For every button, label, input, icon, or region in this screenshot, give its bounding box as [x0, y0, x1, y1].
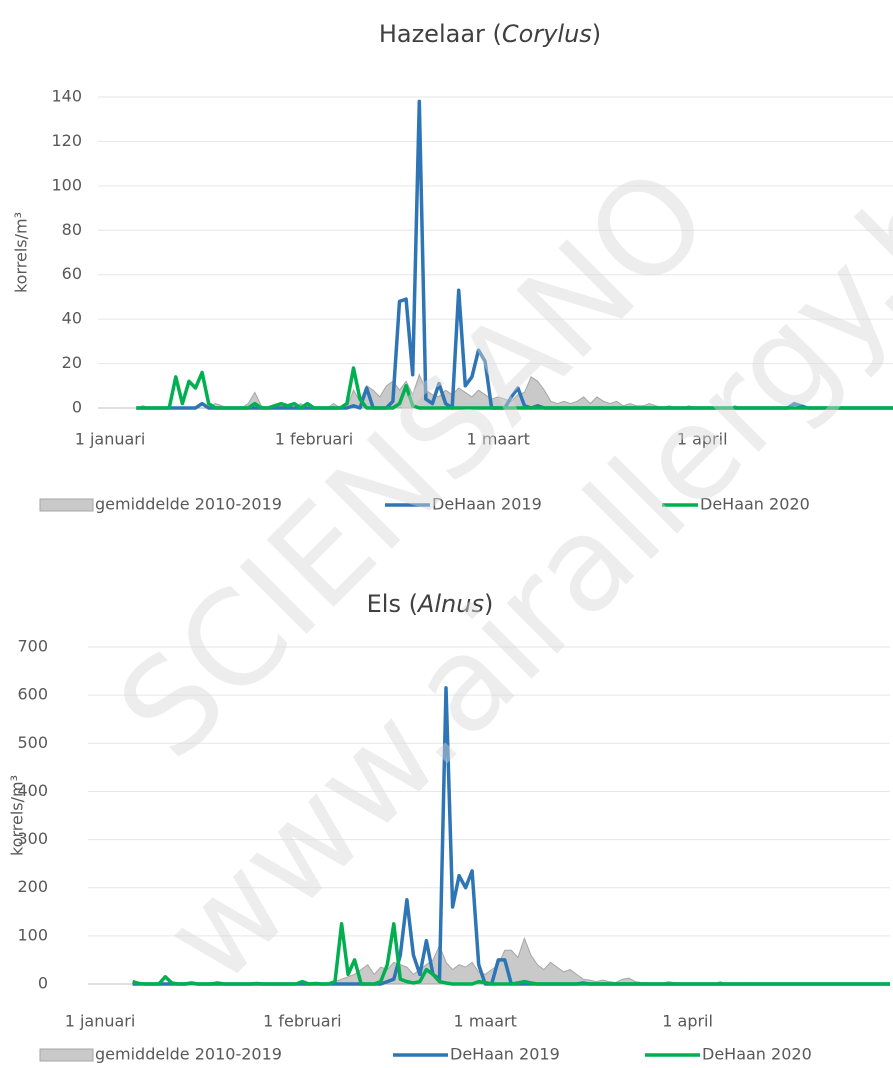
line: [132, 922, 890, 986]
title-part: Hazelaar (: [379, 20, 502, 48]
title-part: ): [592, 20, 601, 48]
legend-label: DeHaan 2020: [700, 495, 810, 514]
x-tick-label: 1 januari: [75, 430, 146, 449]
y-tick-label: 300: [17, 829, 48, 848]
legend-swatch: [39, 1048, 94, 1062]
x-tick-label: 1 maart: [467, 430, 530, 449]
chart: Hazelaar (Corylus) korrels/m³ 0 20 40 60 80 100…: [12, 20, 893, 514]
y-tick-label: 400: [17, 781, 48, 800]
legend-label: DeHaan 2020: [702, 1045, 812, 1064]
y-tick-label: 200: [17, 877, 48, 896]
y-tick-label: 0: [72, 398, 82, 417]
y-tick-label: 80: [62, 220, 82, 239]
title-part: Alnus: [416, 590, 484, 618]
x-tick-label: 1 februari: [263, 1012, 341, 1031]
line: [136, 366, 893, 410]
chart-title: Els (Alnus): [367, 590, 494, 618]
y-tick-label: 20: [62, 353, 82, 372]
y-tick-label: 700: [17, 637, 48, 656]
legend-label: gemiddelde 2010-2019: [95, 495, 282, 514]
y-tick-label: 100: [17, 925, 48, 944]
y-tick-label: 40: [62, 309, 82, 328]
y-tick-label: 60: [62, 264, 82, 283]
y-axis-label: korrels/m³: [8, 775, 27, 856]
watermark: SCIENSANO www.airallergy.be: [89, 95, 893, 1012]
y-tick-label: 600: [17, 685, 48, 704]
y-tick-label: 0: [38, 974, 48, 993]
legend-label: DeHaan 2019: [450, 1045, 560, 1064]
chart-title: Hazelaar (Corylus): [379, 20, 601, 48]
y-tick-label: 100: [51, 175, 82, 194]
x-tick-label: 1 april: [662, 1012, 713, 1031]
x-tick-label: 1 februari: [275, 430, 353, 449]
legend-swatch: [39, 498, 94, 512]
x-tick-label: 1 januari: [65, 1012, 136, 1031]
legend-label: DeHaan 2019: [432, 495, 542, 514]
title-part: Els (: [367, 590, 418, 618]
y-tick-label: 120: [51, 131, 82, 150]
x-tick-label: 1 april: [677, 430, 728, 449]
title-part: Corylus: [502, 20, 592, 48]
chart: Els (Alnus) korrels/m³ 0 100 200 300 400 500 600…: [8, 590, 890, 1064]
y-tick-label: 500: [17, 733, 48, 752]
title-part: ): [484, 590, 493, 618]
y-axis-label: korrels/m³: [12, 212, 31, 293]
legend-label: gemiddelde 2010-2019: [95, 1045, 282, 1064]
x-tick-label: 1 maart: [454, 1012, 517, 1031]
y-tick-label: 140: [51, 87, 82, 106]
charts: Hazelaar (Corylus) korrels/m³ 0 20 40 60 80 100…: [8, 20, 893, 1064]
